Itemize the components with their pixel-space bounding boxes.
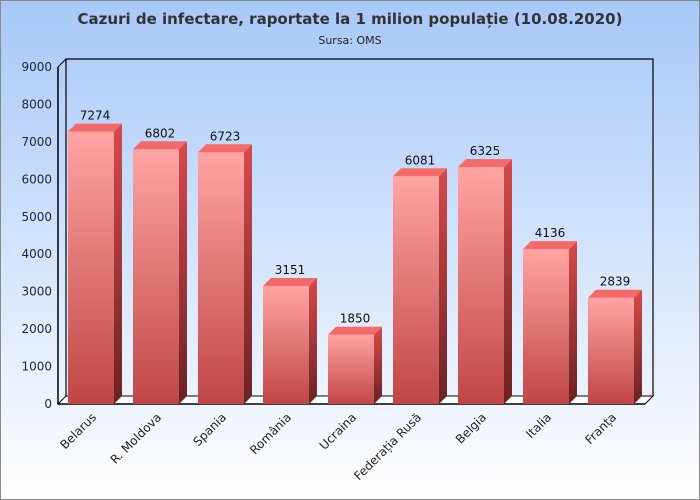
plot-wall-edge <box>57 58 67 68</box>
bar-side <box>179 141 187 404</box>
bar-top <box>68 123 122 132</box>
bar-side <box>244 144 252 405</box>
bar-top <box>263 278 317 287</box>
bar-front <box>328 334 374 404</box>
chart-title: Cazuri de infectare, raportate la 1 mili… <box>78 10 623 28</box>
bar-top <box>458 159 512 168</box>
bar-side <box>634 289 642 404</box>
bar-front <box>458 167 504 404</box>
bar-front <box>198 152 244 404</box>
y-tick-label: 5000 <box>21 210 52 224</box>
y-tick-label: 6000 <box>21 172 52 186</box>
data-label: 4136 <box>535 226 566 240</box>
y-tick-label: 8000 <box>21 97 52 111</box>
y-tick-label: 7000 <box>21 135 52 149</box>
data-label: 6723 <box>210 129 241 143</box>
plot-back-wall <box>65 58 654 396</box>
y-tick-label: 1000 <box>21 360 52 374</box>
bar-side <box>569 241 577 404</box>
bar-top <box>393 168 447 177</box>
chart-subtitle: Sursa: OMS <box>318 34 381 47</box>
bar-side <box>114 123 122 404</box>
data-label: 7274 <box>80 109 111 123</box>
bar-front <box>263 286 309 404</box>
data-label: 6802 <box>145 126 176 140</box>
bar-top <box>198 144 252 153</box>
y-tick-label: 9000 <box>21 60 52 74</box>
bar-side <box>374 326 382 404</box>
data-label: 6081 <box>405 153 436 167</box>
data-label: 2839 <box>600 275 631 289</box>
bar-top <box>328 326 382 335</box>
bar-side <box>309 278 317 404</box>
data-label: 3151 <box>275 263 306 277</box>
y-tick-label: 2000 <box>21 322 52 336</box>
bar-side <box>439 168 447 404</box>
bar-front <box>523 249 569 404</box>
bar-front <box>133 149 179 404</box>
data-label: 6325 <box>470 144 501 158</box>
bar-front <box>68 131 114 405</box>
y-tick-label: 0 <box>44 397 52 411</box>
bar-front <box>588 297 634 404</box>
y-tick-label: 3000 <box>21 285 52 299</box>
bar-front <box>393 176 439 404</box>
bar-side <box>504 159 512 404</box>
data-label: 1850 <box>340 312 371 326</box>
bar-top <box>133 141 187 150</box>
bar-top <box>588 289 642 298</box>
y-tick-label: 4000 <box>21 247 52 261</box>
bar-top <box>523 241 577 250</box>
